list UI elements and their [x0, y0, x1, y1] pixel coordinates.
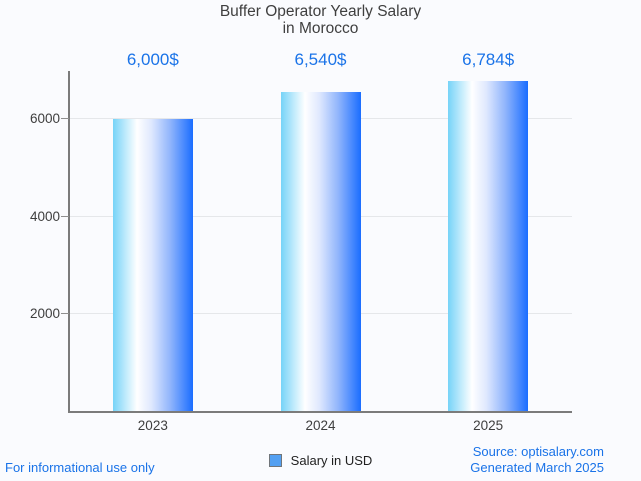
chart-title: Buffer Operator Yearly Salary in Morocco — [0, 3, 641, 37]
bar-value-label-2023: 6,000$ — [126, 50, 179, 69]
y-axis-label-4000: 4000 — [29, 208, 60, 224]
bar-2025 — [448, 80, 529, 411]
y-axis-tick-4000 — [61, 215, 69, 217]
footer-source-line: Source: optisalary.com — [472, 444, 604, 459]
footer-disclaimer: For informational use only — [5, 460, 155, 475]
x-axis-label-2023: 2023 — [137, 418, 168, 433]
x-axis-line — [68, 411, 572, 413]
bar-value-label-2024: 6,540$ — [294, 50, 347, 69]
chart-title-line1: Buffer Operator Yearly Salary — [219, 3, 422, 20]
bar-2023 — [112, 118, 193, 411]
footer-generated-line: Generated March 2025 — [470, 459, 604, 475]
y-axis-tick-6000 — [61, 118, 69, 120]
y-axis-label-2000: 2000 — [29, 306, 60, 322]
x-axis-label-2024: 2024 — [305, 418, 336, 433]
legend: Salary in USD — [0, 452, 641, 468]
y-axis-tick-2000 — [61, 313, 69, 315]
bar-2024 — [280, 92, 361, 411]
y-axis-label-6000: 6000 — [29, 111, 60, 127]
legend-label: Salary in USD — [290, 452, 373, 468]
chart-title-line2: in Morocco — [282, 20, 359, 37]
legend-swatch-icon — [268, 453, 282, 467]
footer-source-block: Source: optisalary.com Generated March 2… — [470, 444, 604, 475]
x-axis-label-2025: 2025 — [473, 418, 504, 433]
y-axis-line — [68, 71, 70, 413]
bar-value-label-2025: 6,784$ — [462, 50, 515, 69]
